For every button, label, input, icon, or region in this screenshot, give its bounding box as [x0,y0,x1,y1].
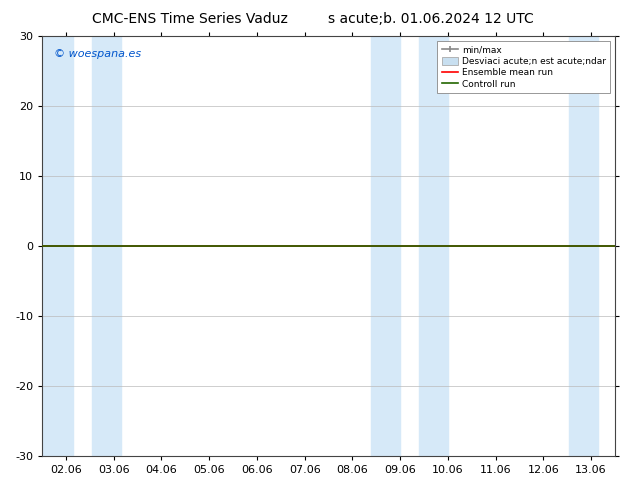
Legend: min/max, Desviaci acute;n est acute;ndar, Ensemble mean run, Controll run: min/max, Desviaci acute;n est acute;ndar… [437,41,611,93]
Text: s acute;b. 01.06.2024 12 UTC: s acute;b. 01.06.2024 12 UTC [328,12,534,26]
Bar [569,36,598,456]
Bar [618,36,634,456]
Bar [372,36,400,456]
Bar [93,36,121,456]
Bar [42,36,73,456]
Text: © woespana.es: © woespana.es [54,49,141,59]
Text: CMC-ENS Time Series Vaduz: CMC-ENS Time Series Vaduz [93,12,288,26]
Bar [419,36,448,456]
